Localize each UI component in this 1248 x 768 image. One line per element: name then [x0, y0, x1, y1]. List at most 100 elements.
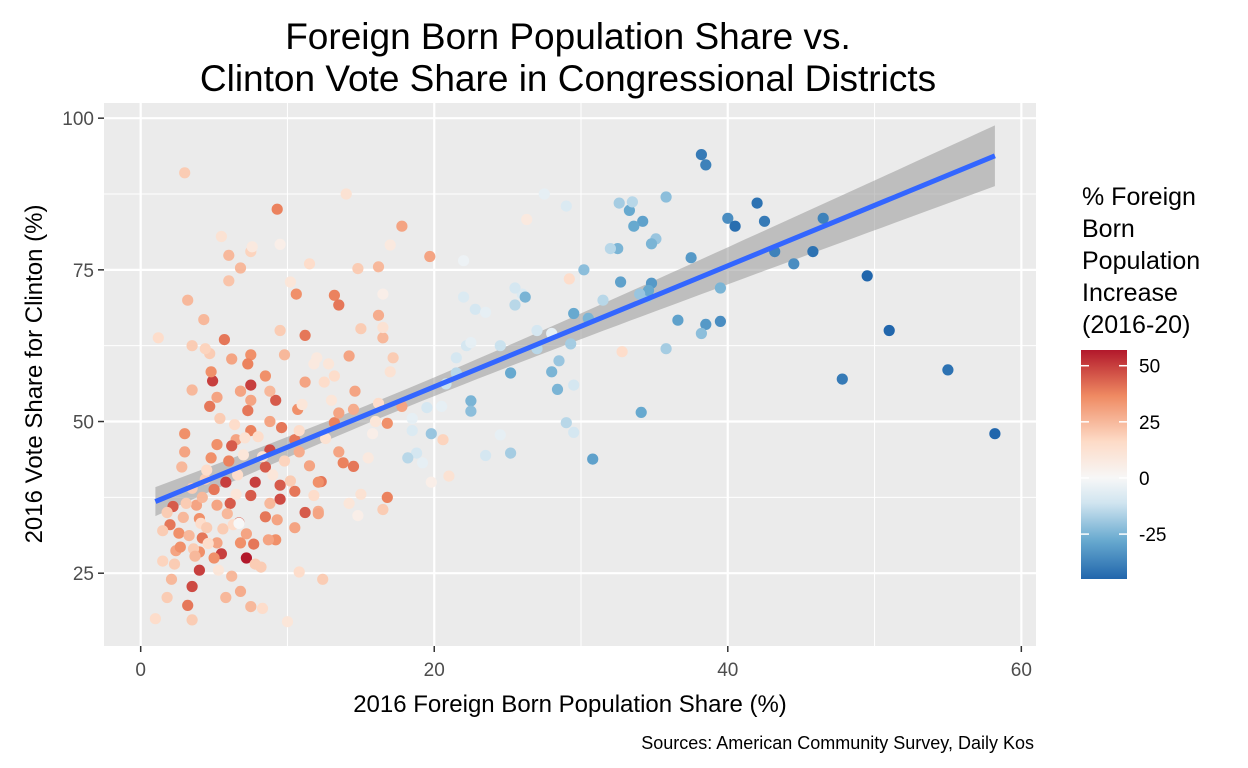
data-point — [355, 488, 367, 500]
data-point — [421, 402, 433, 414]
data-point — [312, 476, 324, 488]
legend-tick-label: -25 — [1139, 525, 1166, 546]
data-point — [597, 294, 609, 306]
data-point — [604, 243, 617, 255]
data-point — [372, 261, 385, 273]
data-point — [179, 446, 191, 458]
data-point — [173, 527, 185, 539]
data-point — [531, 324, 543, 337]
data-point — [245, 394, 257, 406]
data-point — [343, 350, 355, 362]
data-point — [293, 446, 305, 458]
data-point — [267, 469, 279, 481]
data-point — [157, 525, 169, 537]
data-point — [323, 358, 335, 370]
data-point — [519, 291, 531, 303]
data-point — [377, 332, 389, 344]
data-point — [270, 394, 282, 406]
data-point — [411, 447, 423, 459]
data-point — [234, 537, 247, 549]
data-point — [262, 534, 274, 546]
data-point — [149, 613, 161, 625]
data-point — [233, 517, 245, 530]
data-point — [211, 439, 223, 451]
data-point — [299, 506, 311, 519]
data-point — [226, 353, 238, 365]
data-point — [202, 537, 214, 550]
data-point — [221, 508, 233, 520]
data-point — [281, 616, 294, 628]
data-point — [384, 239, 396, 251]
data-point — [182, 294, 194, 306]
data-point — [328, 289, 340, 301]
data-point — [199, 343, 211, 355]
data-point — [177, 511, 189, 523]
data-point — [198, 314, 210, 326]
data-point — [347, 403, 360, 415]
x-axis-ticks: 0 20 40 60 — [135, 646, 1032, 681]
data-point — [232, 469, 244, 481]
data-point — [568, 426, 580, 438]
data-point — [362, 452, 374, 464]
legend-title-line-1: % Foreign — [1082, 183, 1196, 211]
x-tick-label: 60 — [1011, 660, 1032, 681]
data-point — [214, 412, 226, 425]
data-point — [264, 415, 276, 428]
chart-caption: Sources: American Community Survey, Dail… — [641, 733, 1034, 753]
data-point — [245, 489, 257, 502]
data-point — [367, 428, 379, 440]
data-point — [224, 497, 236, 509]
data-point — [201, 522, 213, 534]
data-point — [293, 566, 305, 578]
chart-title-line-1: Foreign Born Population Share vs. — [285, 16, 851, 57]
data-point — [186, 614, 198, 626]
data-point — [836, 373, 848, 385]
data-point — [578, 264, 590, 276]
data-point — [226, 440, 238, 452]
data-point — [538, 188, 550, 200]
confidence-band — [155, 125, 995, 517]
data-point — [186, 384, 198, 396]
y-tick-label: 100 — [62, 109, 94, 130]
data-point — [256, 602, 269, 615]
data-point — [259, 461, 271, 473]
data-point — [223, 275, 235, 287]
data-point — [179, 428, 191, 440]
data-point — [729, 220, 741, 232]
data-point — [458, 291, 470, 303]
data-point — [271, 514, 283, 526]
data-point — [242, 405, 254, 417]
data-point — [157, 555, 169, 567]
data-point — [152, 332, 164, 344]
data-point — [161, 506, 173, 519]
data-point — [352, 263, 364, 275]
data-point — [296, 398, 308, 411]
data-point — [563, 273, 575, 285]
data-point — [308, 489, 320, 502]
data-point — [352, 509, 364, 522]
data-point — [560, 417, 572, 429]
data-point — [303, 258, 316, 270]
x-tick-label: 20 — [424, 660, 445, 681]
data-point — [700, 318, 712, 330]
data-point — [509, 299, 521, 311]
data-point — [293, 425, 305, 437]
data-point — [381, 417, 393, 429]
data-point — [402, 452, 414, 464]
data-point — [174, 541, 186, 553]
data-point — [349, 385, 361, 397]
data-point — [229, 419, 241, 431]
data-point — [817, 212, 829, 224]
data-point — [565, 338, 577, 350]
data-point — [340, 188, 352, 200]
data-point — [628, 220, 640, 232]
legend-title-line-4: Increase — [1082, 279, 1178, 307]
data-point — [204, 400, 216, 412]
data-point — [568, 307, 580, 320]
data-point — [242, 358, 254, 370]
legend-tick-label: 25 — [1139, 413, 1160, 434]
data-point — [722, 212, 734, 224]
data-point — [637, 215, 649, 227]
data-point — [333, 299, 345, 311]
data-point — [248, 538, 260, 550]
